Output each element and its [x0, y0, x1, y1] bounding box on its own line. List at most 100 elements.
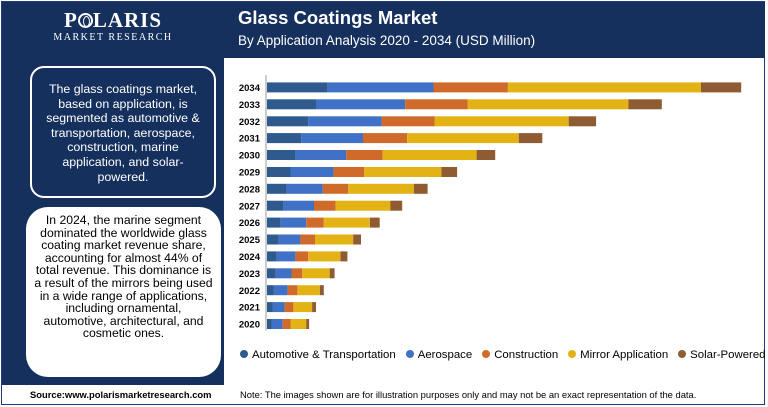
tick-label-2026: 2026 [239, 218, 260, 229]
bar-2023-construction [291, 268, 303, 279]
legend-item-mirror-application: Mirror Application [568, 349, 668, 361]
bar-2029-aerospace [290, 167, 334, 177]
bar-2029-automotive-transportation [267, 167, 291, 177]
bar-2021-automotive-transportation [267, 302, 273, 313]
bar-2023-solar-powered [329, 268, 335, 279]
bar-2022-automotive-transportation [267, 285, 274, 296]
bar-2027-solar-powered [390, 200, 403, 211]
bar-2030-automotive-transportation [267, 150, 296, 160]
legend-swatch [678, 350, 687, 358]
legend-swatch [568, 350, 577, 358]
globe-icon [77, 13, 93, 28]
tick-label-2030: 2030 [239, 151, 260, 162]
bar-2025-solar-powered [353, 234, 361, 245]
bar-2029-solar-powered [441, 167, 458, 177]
tick-label-2029: 2029 [239, 167, 260, 178]
bar-2027-aerospace [283, 200, 315, 211]
legend-label: Construction [494, 349, 559, 361]
legend-item-aerospace: Aerospace [405, 349, 473, 361]
bar-2020-construction [282, 319, 291, 329]
bar-2031-construction [363, 133, 408, 144]
y-axis-labels: 2034 2033 2032 2031 2030 2029 2028 2027 2026 2025… [239, 83, 261, 331]
tick-label-2021: 2021 [239, 303, 261, 314]
bar-2024-construction [295, 251, 309, 262]
bar-2024-aerospace [276, 251, 296, 262]
bar-2025-mirror-application [315, 234, 354, 245]
bar-2034-construction [433, 82, 508, 93]
bar-2021-construction [284, 302, 294, 313]
logo: P LARIS MARKET RESEARCH [2, 8, 224, 44]
bar-2031-automotive-transportation [267, 133, 302, 144]
bar-2033-aerospace [316, 99, 406, 110]
bar-2032-construction [381, 116, 435, 127]
tick-label-2020: 2020 [239, 320, 260, 331]
bar-2027-mirror-application [335, 200, 391, 211]
legend-item-automotive-transportation: Automotive & Transportation [240, 349, 396, 361]
bar-2026-aerospace [280, 217, 307, 228]
bar-2022-aerospace [273, 285, 288, 296]
chart-legend: Automotive & Transportation Aerospace Cons… [240, 349, 766, 365]
note-text: Note: The images shown are for illustrat… [240, 389, 697, 400]
bar-2029-mirror-application [364, 167, 442, 177]
bar-2024-automotive-transportation [267, 251, 277, 262]
logo-wordmark: P LARIS [63, 8, 163, 32]
bar-2033-construction [405, 99, 468, 110]
bar-2026-automotive-transportation [267, 217, 281, 228]
footer: Source:www.polarismarketresearch.com Not… [0, 386, 768, 406]
bar-2034-solar-powered [701, 82, 742, 93]
bar-2022-construction [287, 285, 298, 296]
bar-2020-aerospace [271, 319, 283, 329]
bar-2027-construction [314, 200, 336, 211]
bar-2025-construction [300, 234, 315, 245]
bar-2032-aerospace [308, 116, 382, 127]
legend-swatch [240, 350, 248, 358]
bar-2028-automotive-transportation [267, 183, 287, 194]
chart-subtitle: By Application Analysis 2020 - 2034 (USD… [238, 33, 536, 48]
bar-2030-solar-powered [476, 150, 496, 160]
highlight-box: In 2024, the marine segment dominated th… [26, 207, 221, 377]
bar-2027-automotive-transportation [267, 200, 284, 211]
bar-2032-mirror-application [434, 116, 569, 127]
bar-2023-mirror-application [302, 268, 330, 279]
bar-2030-construction [346, 150, 383, 160]
tick-label-2033: 2033 [239, 100, 260, 111]
bar-2034-mirror-application [508, 82, 701, 93]
bar-2034-aerospace [327, 82, 434, 93]
bar-2033-automotive-transportation [267, 99, 316, 110]
bar-2030-mirror-application [382, 150, 477, 160]
bar-2030-aerospace [295, 150, 347, 160]
tick-label-2031: 2031 [239, 134, 261, 145]
bar-2031-aerospace [301, 133, 363, 144]
tick-label-2024: 2024 [239, 252, 261, 263]
bar-2022-mirror-application [297, 285, 320, 296]
chart-header: Glass Coatings Market By Application Ana… [224, 2, 765, 58]
tick-label-2025: 2025 [239, 235, 261, 246]
bar-2033-solar-powered [628, 99, 662, 110]
summary-box: The glass coatings market, based on appl… [30, 66, 216, 198]
bar-2021-solar-powered [312, 302, 316, 313]
legend-label: Aerospace [417, 349, 473, 361]
tick-label-2023: 2023 [239, 269, 260, 280]
bar-2026-solar-powered [369, 217, 380, 228]
bar-2023-automotive-transportation [267, 268, 276, 279]
bars [267, 82, 742, 329]
tick-label-2034: 2034 [239, 83, 261, 94]
tick-label-2027: 2027 [239, 201, 260, 212]
bar-2032-automotive-transportation [267, 116, 309, 127]
legend-swatch [482, 350, 491, 358]
bar-2024-mirror-application [308, 251, 341, 262]
left-panel: P LARIS MARKET RESEARCH The glass coating… [2, 2, 224, 385]
bar-2033-mirror-application [467, 99, 629, 110]
bar-2034-automotive-transportation [267, 82, 328, 93]
bar-2025-automotive-transportation [267, 234, 279, 245]
bar-2029-construction [333, 167, 364, 177]
tick-label-2022: 2022 [239, 286, 260, 297]
tick-label-2028: 2028 [239, 184, 260, 195]
legend-item-construction: Construction [482, 349, 558, 361]
legend-label: Mirror Application [580, 349, 669, 361]
bar-2021-mirror-application [293, 302, 312, 313]
logo-tagline: MARKET RESEARCH [53, 32, 173, 43]
bar-2020-solar-powered [306, 319, 310, 329]
bar-2028-construction [322, 183, 349, 194]
